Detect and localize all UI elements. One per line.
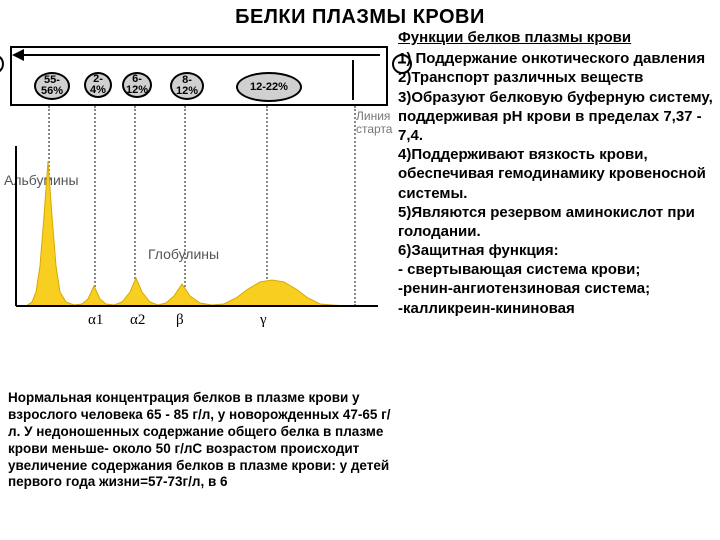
migration-arrow-head-icon [12, 49, 24, 61]
migration-arrow-line [18, 54, 380, 56]
function-item-5: 6)Защитная функция: [398, 241, 714, 260]
functions-heading: Функции белков плазмы крови [398, 28, 714, 47]
plus-electrode-icon: + [0, 54, 4, 74]
greek-label-α2: α2 [130, 312, 145, 329]
functions-panel: Функции белков плазмы крови 1) Поддержан… [398, 28, 714, 318]
function-item-3: 4)Поддерживают вязкость крови, обеспечив… [398, 145, 714, 203]
concentration-caption: Нормальная концентрация белков в плазме … [8, 390, 392, 491]
fraction-bubble-2: 6- 12% [122, 72, 152, 98]
greek-label-β: β [176, 312, 184, 329]
fraction-bubble-1: 2- 4% [84, 72, 112, 98]
function-item-4: 5)Являются резервом аминокислот при голо… [398, 203, 714, 241]
greek-label-γ: γ [260, 312, 267, 329]
diagram-column: + − 55- 56%2- 4%6- 12%8- 12%12-22% Линия… [8, 32, 396, 336]
electrophoresis-peaks [8, 106, 388, 336]
greek-label-α1: α1 [88, 312, 103, 329]
function-item-7: -ренин-ангиотензиновая система; [398, 279, 714, 298]
function-item-0: 1) Поддержание онкотического давления [398, 49, 714, 68]
electrophoresis-box: 55- 56% 2- 4% 6- 12% 8- 12% 12-22% [10, 46, 388, 106]
fraction-bubble-0: 55- 56% [34, 72, 70, 100]
function-item-2: 3)Образуют белковую буферную систему, по… [398, 88, 714, 146]
electrophoresis-chart: Альбумины Глобулины α1α2βγ [8, 106, 388, 336]
function-item-8: -калликреин-кининовая [398, 299, 714, 318]
fraction-bubble-4: 12-22% [236, 72, 302, 102]
start-line [352, 60, 354, 100]
page-title: БЕЛКИ ПЛАЗМЫ КРОВИ [0, 0, 720, 29]
fraction-bubble-3: 8- 12% [170, 72, 204, 100]
function-item-6: - свертывающая система крови; [398, 260, 714, 279]
function-item-1: 2)Транспорт различных веществ [398, 68, 714, 87]
